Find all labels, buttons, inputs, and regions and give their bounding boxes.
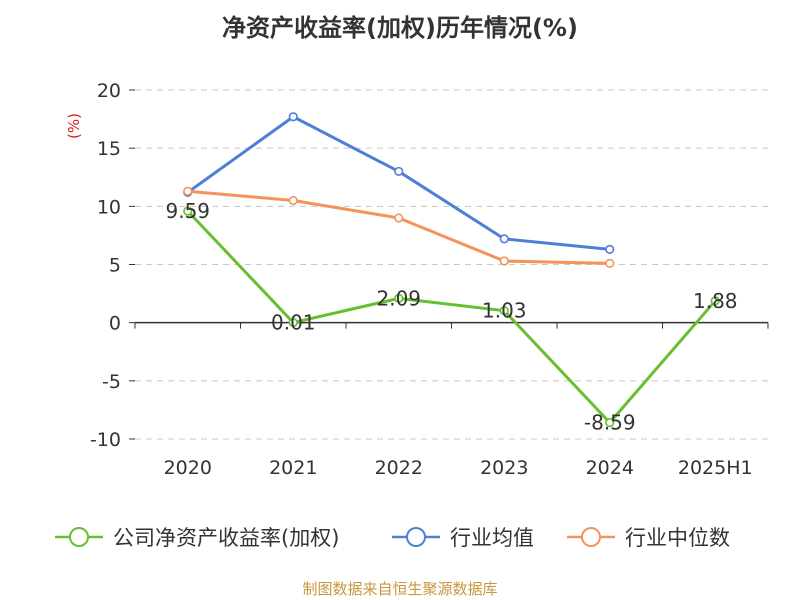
y-tick-label: -10 [90, 429, 121, 451]
data-label: 1.03 [482, 299, 527, 323]
x-tick-label: 2023 [480, 457, 528, 479]
data-point [710, 296, 720, 306]
data-point [288, 112, 298, 122]
data-point [394, 166, 404, 177]
data-label: 2.09 [376, 286, 421, 310]
y-tick-label: 10 [97, 196, 121, 218]
legend-marker [581, 527, 601, 547]
y-axis-label: (%) [65, 113, 83, 139]
y-tick-label: 0 [109, 313, 121, 335]
data-point [288, 317, 298, 328]
series-line [186, 210, 717, 425]
data-point [499, 234, 509, 244]
legend-label: 公司净资产收益率(加权) [113, 526, 339, 550]
chart-title: 净资产收益率(加权)历年情况(%) [222, 14, 578, 42]
x-tick-label: 2022 [375, 457, 423, 479]
x-tick-label: 2025H1 [678, 457, 753, 479]
legend-marker [406, 527, 426, 547]
legend-marker [69, 527, 89, 547]
y-tick-label: 20 [97, 80, 121, 102]
data-source-note: 制图数据来自恒生聚源数据库 [302, 580, 498, 598]
series-line [186, 115, 610, 251]
x-tick-label: 2020 [164, 457, 212, 479]
data-point [394, 213, 404, 223]
data-point [288, 195, 298, 206]
legend-label: 行业均值 [450, 526, 534, 550]
y-tick-label: 5 [109, 255, 121, 277]
data-point [605, 417, 615, 428]
data-point [499, 256, 509, 266]
data-label: 9.59 [165, 199, 210, 223]
data-label: 0.01 [271, 311, 316, 335]
data-point [183, 186, 193, 196]
data-point [394, 293, 404, 303]
series-line [187, 189, 610, 265]
data-label: 1.88 [693, 289, 738, 313]
data-point [605, 244, 615, 254]
data-label: -8.59 [584, 411, 636, 435]
data-point [183, 206, 193, 216]
x-tick-label: 2024 [586, 457, 634, 479]
data-point [605, 258, 615, 268]
data-point [499, 306, 509, 316]
legend-label: 行业中位数 [625, 526, 730, 550]
y-tick-label: 15 [97, 138, 121, 160]
y-tick-label: -5 [102, 371, 121, 393]
x-tick-label: 2021 [269, 457, 317, 479]
